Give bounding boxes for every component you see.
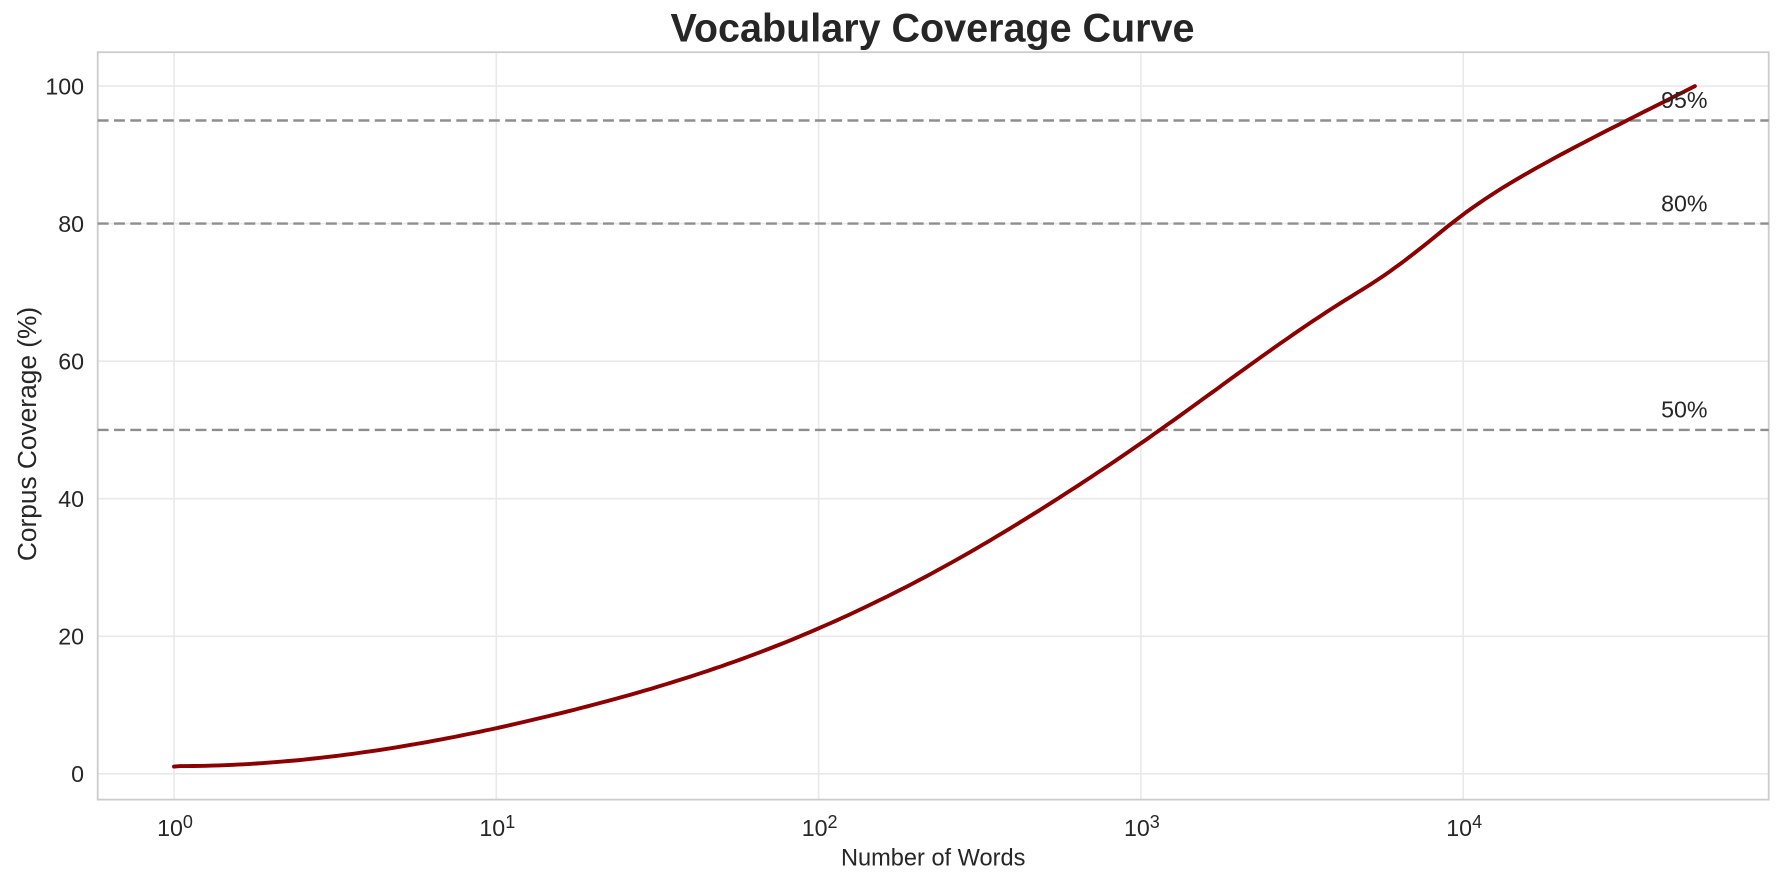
svg-text:40: 40 xyxy=(58,486,84,512)
svg-text:100: 100 xyxy=(45,73,84,99)
svg-text:60: 60 xyxy=(58,349,84,375)
svg-text:Number of Words: Number of Words xyxy=(841,845,1025,871)
svg-text:Vocabulary Coverage Curve: Vocabulary Coverage Curve xyxy=(671,7,1195,51)
svg-text:80: 80 xyxy=(58,211,84,237)
svg-text:80%: 80% xyxy=(1661,190,1707,216)
svg-text:20: 20 xyxy=(58,624,84,650)
svg-text:0: 0 xyxy=(71,761,84,787)
svg-text:50%: 50% xyxy=(1661,397,1707,423)
svg-text:Corpus Coverage (%): Corpus Coverage (%) xyxy=(12,307,42,561)
svg-text:95%: 95% xyxy=(1661,87,1707,113)
